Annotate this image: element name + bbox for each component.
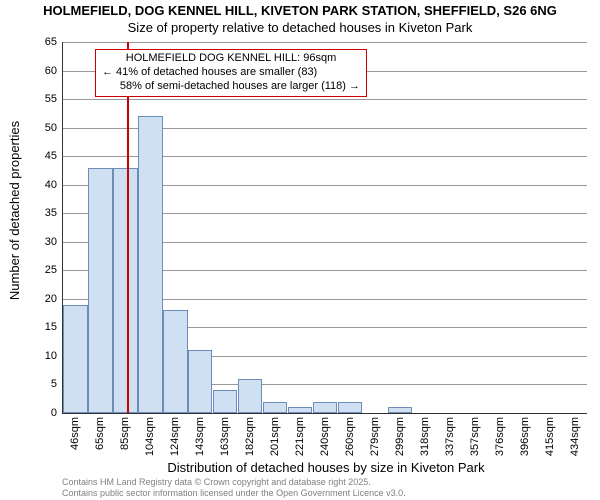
gridline [63, 42, 587, 43]
footer-line: Contains public sector information licen… [62, 488, 590, 498]
histogram-bar [188, 350, 212, 413]
x-tick-label: 85sqm [119, 417, 131, 450]
y-tick-label: 0 [51, 407, 57, 419]
y-tick-label: 60 [45, 65, 57, 77]
x-axis-label: Distribution of detached houses by size … [62, 460, 590, 475]
y-tick-label: 10 [45, 350, 57, 362]
x-tick-label: 434sqm [569, 417, 581, 456]
histogram-bar [213, 390, 237, 413]
x-tick-label: 337sqm [444, 417, 456, 456]
histogram-bar [263, 402, 287, 413]
x-tick-label: 299sqm [394, 417, 406, 456]
x-tick-label: 46sqm [69, 417, 81, 450]
y-tick-label: 55 [45, 93, 57, 105]
x-tick-label: 415sqm [544, 417, 556, 456]
y-tick-label: 15 [45, 321, 57, 333]
gridline [63, 99, 587, 100]
x-tick-label: 318sqm [419, 417, 431, 456]
histogram-bar [138, 116, 162, 413]
x-tick-label: 104sqm [144, 417, 156, 456]
y-axis-label: Number of detached properties [6, 0, 24, 420]
annotation-line: ← 41% of detached houses are smaller (83… [102, 66, 360, 80]
y-tick-label: 40 [45, 179, 57, 191]
y-tick-label: 5 [51, 378, 57, 390]
annotation-line: 58% of semi-detached houses are larger (… [102, 80, 360, 94]
annotation-line: HOLMEFIELD DOG KENNEL HILL: 96sqm [102, 52, 360, 66]
x-tick-label: 182sqm [244, 417, 256, 456]
plot-area: 0510152025303540455055606546sqm65sqm85sq… [62, 42, 587, 414]
x-tick-label: 376sqm [494, 417, 506, 456]
histogram-bar [313, 402, 337, 413]
histogram-bar [238, 379, 262, 413]
annotation-box: HOLMEFIELD DOG KENNEL HILL: 96sqm← 41% o… [95, 49, 367, 97]
footer-line: Contains HM Land Registry data © Crown c… [62, 477, 590, 487]
chart-title: HOLMEFIELD, DOG KENNEL HILL, KIVETON PAR… [0, 3, 600, 18]
histogram-bar [288, 407, 312, 413]
y-tick-label: 50 [45, 122, 57, 134]
x-tick-label: 65sqm [94, 417, 106, 450]
subject-property-marker [127, 42, 129, 413]
histogram-bar [63, 305, 87, 413]
histogram-bar [388, 407, 412, 413]
chart-subtitle: Size of property relative to detached ho… [0, 20, 600, 35]
x-tick-label: 221sqm [294, 417, 306, 456]
attribution-footer: Contains HM Land Registry data © Crown c… [62, 477, 590, 498]
x-tick-label: 143sqm [194, 417, 206, 456]
y-tick-label: 25 [45, 264, 57, 276]
x-tick-label: 357sqm [469, 417, 481, 456]
x-tick-label: 396sqm [519, 417, 531, 456]
histogram-bar [88, 168, 112, 413]
y-tick-label: 65 [45, 36, 57, 48]
x-tick-label: 201sqm [269, 417, 281, 456]
y-tick-label: 35 [45, 207, 57, 219]
histogram-bar [163, 310, 187, 413]
y-tick-label: 20 [45, 293, 57, 305]
x-tick-label: 260sqm [344, 417, 356, 456]
x-tick-label: 279sqm [369, 417, 381, 456]
histogram-bar [338, 402, 362, 413]
x-tick-label: 124sqm [169, 417, 181, 456]
y-tick-label: 45 [45, 150, 57, 162]
histogram-bar [113, 168, 137, 413]
y-tick-label: 30 [45, 236, 57, 248]
x-tick-label: 240sqm [319, 417, 331, 456]
x-tick-label: 163sqm [219, 417, 231, 456]
